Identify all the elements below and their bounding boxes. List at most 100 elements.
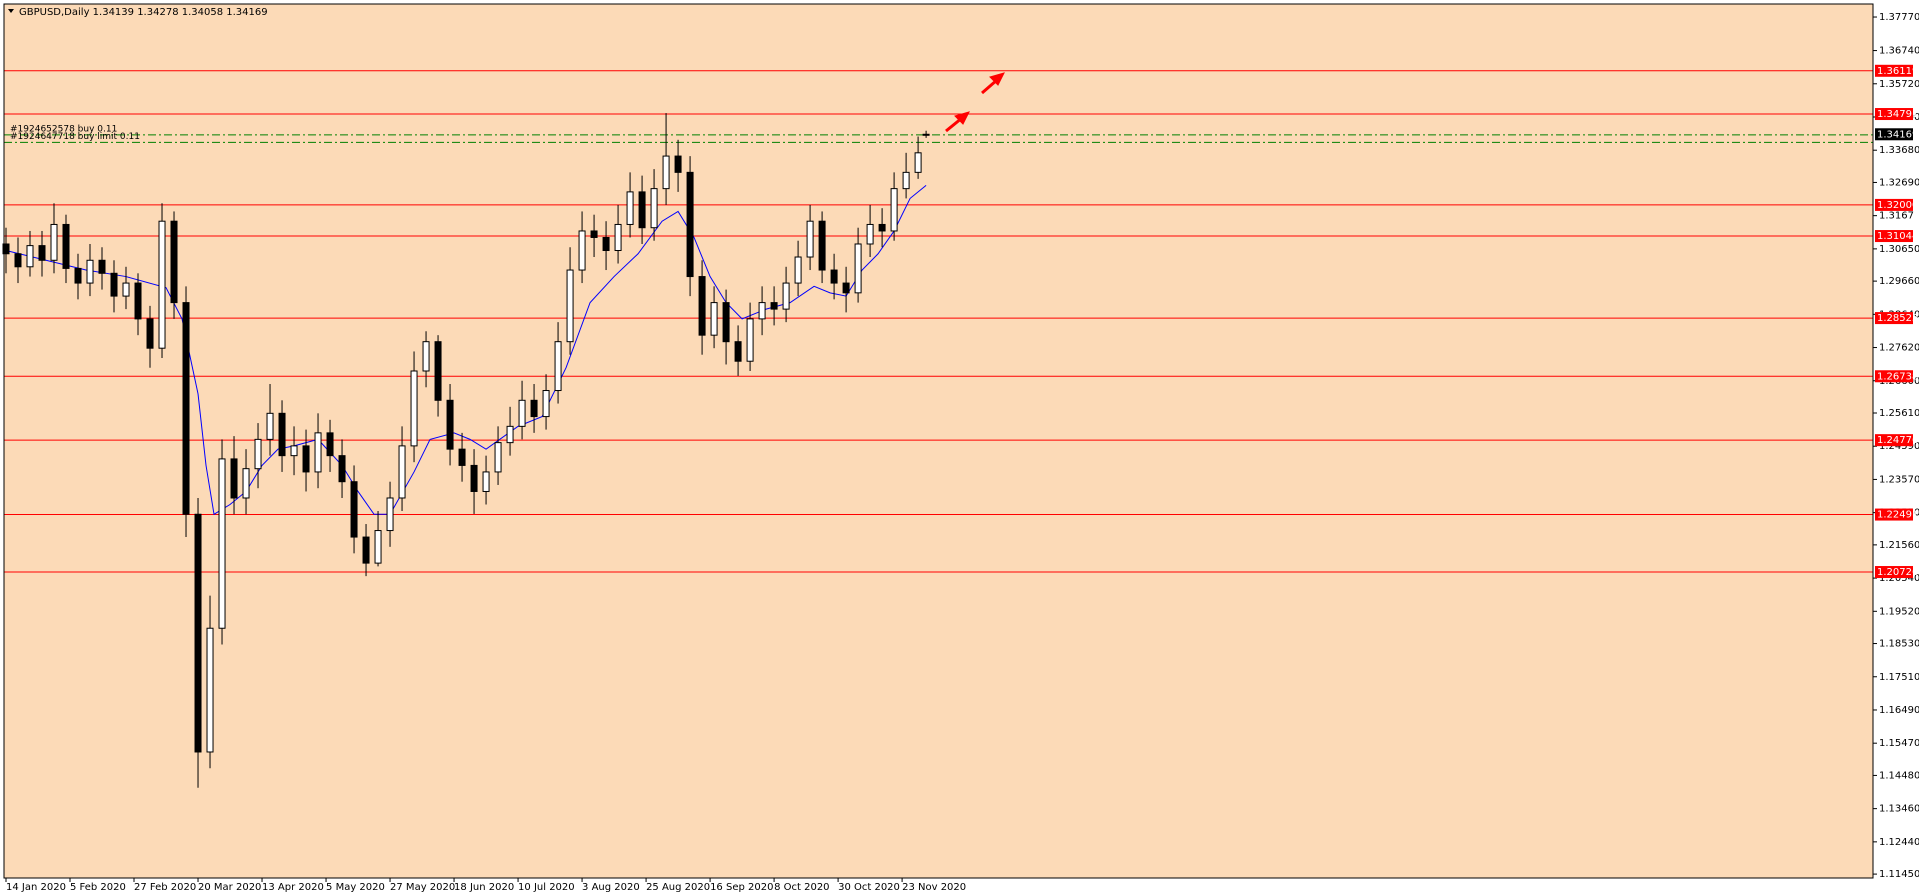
y-tick-label: 1.37770 [1879,12,1919,23]
x-tick-label: 30 Oct 2020 [838,882,900,893]
level-label-box [1875,230,1913,243]
candle [326,419,334,472]
level-label: 1.28525 [1877,313,1918,324]
plot-layer: #1924652578 buy 0.11#1924647718 buy limi… [2,70,1873,788]
level-label: 1.31044 [1877,231,1918,242]
x-tick-label: 18 Jun 2020 [454,882,514,893]
candle [686,156,694,297]
level-label-box [1875,312,1913,325]
candle-body [866,223,874,245]
candle-body [922,133,930,136]
candle-body [890,188,898,232]
candle [182,286,190,538]
level-label: 1.32000 [1877,200,1918,211]
candle-body [818,220,826,271]
candle [470,449,478,514]
level-label-box [1875,108,1913,121]
candle-body [614,223,622,252]
candle-body [626,191,634,225]
candle [422,331,430,388]
menu-triangle[interactable] [8,9,14,13]
candle-body [218,458,226,629]
candle-body [746,318,754,362]
candle-body [386,497,394,532]
candle-body [650,188,658,229]
candle [2,227,10,274]
level-label-box [1875,64,1913,77]
y-tick-label: 1.35720 [1879,79,1919,90]
candle [602,221,610,271]
candle [410,351,418,463]
candle [518,380,526,440]
candle [698,260,706,355]
candle-body [86,259,94,284]
candle-body [794,256,802,284]
candle-body [38,245,46,261]
candle-body [206,627,214,753]
y-tick-label: 1.20540 [1879,573,1919,584]
level-label-box [1875,434,1913,447]
candle-body [686,171,694,278]
candle-body [170,220,178,304]
level-label-box [1875,508,1913,521]
candle-body [446,399,454,450]
candle-body [722,302,730,343]
candle [566,247,574,355]
candle [890,172,898,241]
candle-body [254,438,262,470]
candle [922,130,930,138]
x-tick-label: 14 Jan 2020 [6,882,66,893]
candle-body [638,191,646,229]
y-tick-label: 1.18530 [1879,639,1919,650]
candle-body [578,230,586,271]
y-tick-label: 1.3167 [1879,211,1914,222]
candle [734,325,742,376]
candle-body [842,282,850,294]
candle-body [302,445,310,473]
candle-body [830,269,838,284]
candle-body [590,230,598,238]
level-label: 1.22491 [1877,510,1918,521]
y-tick-label: 1.23570 [1879,474,1919,485]
candle-body [914,152,922,173]
y-tick-label: 1.30650 [1879,244,1919,255]
x-tick-label: 16 Sep 2020 [710,882,773,893]
order-label: #1924652578 buy 0.11 [10,124,117,134]
candle [74,253,82,300]
y-tick-label: 1.12440 [1879,837,1919,848]
candle [578,211,586,284]
candle [914,136,922,179]
candle-body [902,171,910,190]
candle [290,426,298,476]
x-tick-label: 3 Aug 2020 [582,882,640,893]
candle [746,302,754,371]
candle [614,204,622,264]
candle [506,406,514,456]
y-tick-label: 1.19520 [1879,606,1919,617]
candle-body [314,432,322,473]
candle [374,511,382,567]
arrow-head [954,111,970,125]
candle [710,286,718,349]
candle [50,203,58,274]
candle [134,273,142,336]
candle [638,175,646,244]
candle [590,214,598,258]
candle [830,253,838,300]
candle [14,237,22,284]
candle-body [110,272,118,297]
candle [206,595,214,769]
candle-body [50,223,58,261]
candle [98,247,106,290]
candle-body [530,399,538,418]
candle-body [230,458,238,499]
candle [122,266,130,310]
level-label-box [1875,198,1913,211]
candle-body [278,412,286,457]
candle-body [878,223,886,232]
candle [458,432,466,482]
level-label: 1.34791 [1877,109,1918,120]
candle-body [518,399,526,427]
candle-body [806,220,814,258]
